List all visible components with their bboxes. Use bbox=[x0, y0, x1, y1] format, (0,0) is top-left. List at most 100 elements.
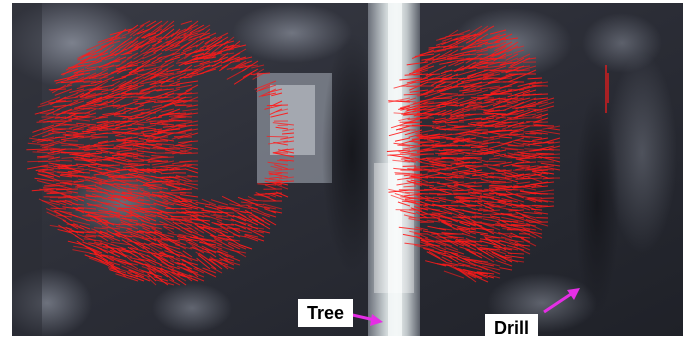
vector-arrow bbox=[533, 189, 555, 194]
vector-arrow bbox=[500, 61, 519, 66]
vector-arrow bbox=[516, 53, 531, 61]
vector-arrow bbox=[59, 200, 73, 206]
vector-arrow bbox=[411, 137, 429, 140]
vector-arrow bbox=[453, 196, 465, 199]
vector-arrow bbox=[467, 185, 483, 188]
vector-arrow bbox=[165, 112, 187, 116]
vector-arrow bbox=[107, 36, 127, 42]
vector-arrow bbox=[454, 49, 477, 56]
vector-arrow bbox=[199, 28, 211, 39]
vector-arrow bbox=[141, 56, 157, 65]
vector-arrow bbox=[158, 80, 175, 83]
vector-arrow bbox=[413, 73, 429, 76]
vector-arrow bbox=[463, 172, 477, 175]
vector-arrow bbox=[489, 85, 513, 90]
vector-arrow bbox=[467, 272, 489, 283]
vector-arrow bbox=[221, 195, 241, 206]
vector-arrow bbox=[438, 227, 453, 231]
vector-arrow bbox=[458, 117, 483, 122]
vector-arrow bbox=[442, 263, 459, 267]
vector-arrow bbox=[516, 69, 531, 72]
vector-arrow bbox=[407, 180, 429, 187]
vector-arrow bbox=[117, 156, 133, 162]
vector-arrow bbox=[534, 105, 555, 112]
vector-arrow bbox=[168, 176, 187, 182]
vector-arrow bbox=[264, 177, 283, 182]
vector-arrow bbox=[56, 188, 79, 191]
vector-arrow bbox=[435, 81, 447, 87]
vector-arrow bbox=[55, 180, 79, 185]
vector-arrow bbox=[169, 168, 187, 171]
vector-arrow bbox=[482, 61, 507, 65]
vector-arrow bbox=[128, 269, 151, 278]
vector-arrow bbox=[414, 165, 429, 168]
vector-arrow bbox=[264, 206, 277, 210]
vector-arrow bbox=[91, 176, 109, 182]
vector-arrow bbox=[172, 221, 193, 234]
vector-arrow bbox=[142, 32, 157, 39]
vector-arrow bbox=[497, 201, 513, 207]
vector-arrow bbox=[403, 185, 417, 188]
vector-arrow bbox=[527, 108, 543, 111]
vector-arrow bbox=[410, 179, 423, 183]
vector-arrow bbox=[465, 113, 483, 116]
vector-arrow bbox=[217, 237, 229, 242]
vector-arrow bbox=[251, 226, 265, 230]
vector-arrow bbox=[128, 210, 151, 214]
vector-arrow bbox=[532, 113, 543, 118]
vector-arrow bbox=[516, 181, 531, 185]
vector-arrow bbox=[88, 242, 103, 246]
vector-arrow bbox=[141, 255, 163, 266]
vector-arrow bbox=[414, 244, 435, 251]
vector-arrow bbox=[151, 160, 175, 166]
vector-arrow bbox=[435, 176, 453, 179]
vector-arrow bbox=[43, 184, 67, 188]
vector-arrow bbox=[119, 219, 133, 226]
vector-arrow bbox=[160, 108, 175, 113]
vector-arrow bbox=[132, 76, 145, 85]
vector-arrow bbox=[420, 239, 435, 243]
vector-arrow bbox=[458, 213, 477, 223]
vector-arrow bbox=[534, 168, 555, 171]
vector-arrow bbox=[56, 108, 73, 116]
vector-arrow bbox=[461, 77, 483, 83]
vector-arrow bbox=[443, 148, 459, 151]
vector-arrow bbox=[394, 137, 411, 142]
vector-arrow bbox=[532, 137, 549, 141]
vector-arrow bbox=[158, 194, 175, 202]
vector-arrow bbox=[73, 68, 97, 74]
vector-arrow bbox=[93, 252, 109, 262]
vector-arrow bbox=[216, 250, 235, 258]
vector-arrow bbox=[441, 109, 459, 117]
vector-arrow bbox=[412, 61, 435, 72]
vector-arrow bbox=[169, 48, 181, 52]
vector-arrow bbox=[109, 60, 121, 64]
vector-arrow bbox=[513, 45, 525, 50]
vector-arrow bbox=[275, 108, 289, 113]
vector-arrow bbox=[229, 203, 253, 210]
vector-arrow bbox=[181, 254, 199, 262]
vector-arrow bbox=[434, 85, 447, 89]
vector-arrow bbox=[275, 191, 289, 198]
vector-arrow bbox=[440, 152, 453, 155]
vector-arrow bbox=[113, 108, 127, 115]
vector-arrow bbox=[127, 127, 145, 130]
vector-arrow bbox=[184, 92, 199, 95]
vector-arrow bbox=[435, 117, 459, 125]
vector-arrow bbox=[86, 144, 103, 147]
vector-arrow bbox=[456, 227, 471, 231]
flow-field-image bbox=[12, 3, 683, 336]
vector-arrow bbox=[147, 160, 169, 163]
vector-arrow bbox=[176, 181, 199, 190]
vector-arrow bbox=[133, 260, 157, 270]
vector-arrow bbox=[206, 243, 223, 250]
vector-arrow bbox=[180, 194, 199, 198]
vector-arrow bbox=[465, 144, 483, 147]
vector-arrow bbox=[392, 159, 411, 163]
vector-arrow bbox=[411, 81, 423, 84]
vector-arrow bbox=[444, 77, 465, 88]
vector-arrow bbox=[251, 64, 265, 69]
vector-arrow bbox=[160, 172, 175, 175]
vector-arrow bbox=[271, 210, 283, 214]
vector-arrow bbox=[536, 109, 549, 114]
